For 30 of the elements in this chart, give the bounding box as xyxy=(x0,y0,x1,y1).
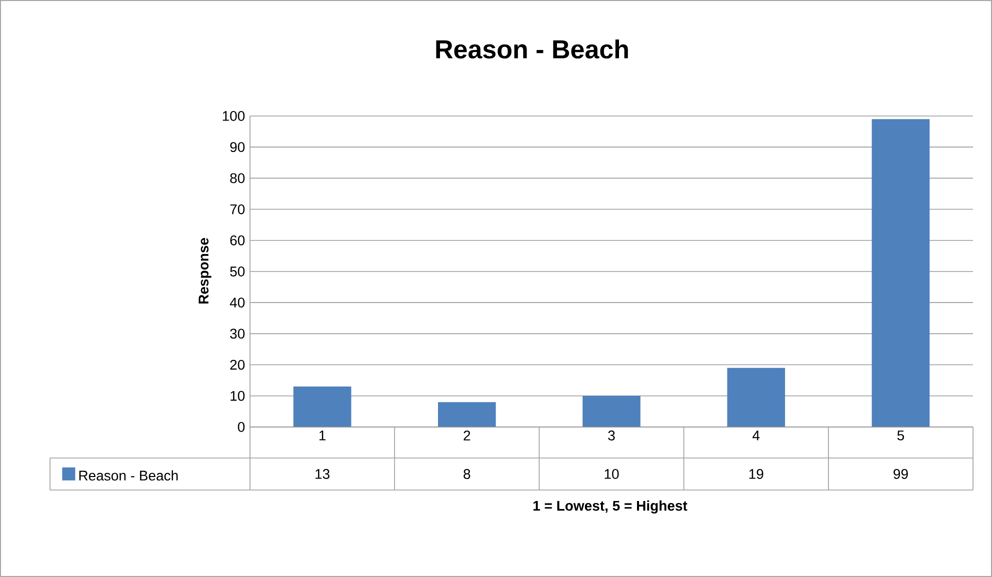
x-tick-label: 5 xyxy=(897,430,904,440)
y-tick-label: 40 xyxy=(230,298,245,308)
y-tick-label: 60 xyxy=(230,235,245,246)
bar xyxy=(438,402,496,427)
x-axis-title: 1 = Lowest, 5 = Highest xyxy=(533,500,688,514)
y-tick-label: 0 xyxy=(238,422,245,432)
y-tick-label: 30 xyxy=(230,328,245,339)
x-tick-label: 2 xyxy=(464,430,470,440)
chart-title: Reason - Beach xyxy=(436,39,628,59)
data-label: 10 xyxy=(604,469,619,479)
legend-label: Reason - Beach xyxy=(79,470,178,481)
x-tick-label: 4 xyxy=(752,430,760,440)
data-label: 19 xyxy=(749,469,764,479)
y-tick-label: 70 xyxy=(230,204,245,214)
bar xyxy=(727,368,786,427)
bar xyxy=(293,386,352,427)
y-axis-title: Response xyxy=(198,238,212,304)
y-tick-label: 80 xyxy=(230,173,245,184)
y-tick-label: 90 xyxy=(230,142,245,152)
x-tick-label: 1 xyxy=(319,430,326,440)
bar xyxy=(872,119,930,427)
data-label: 13 xyxy=(316,469,330,479)
data-label: 99 xyxy=(894,469,908,479)
x-tick-label: 3 xyxy=(608,430,615,440)
data-label: 8 xyxy=(464,469,470,479)
y-tick-label: 20 xyxy=(230,360,245,370)
y-tick-label: 10 xyxy=(230,390,245,401)
y-tick-label: 50 xyxy=(230,266,245,276)
bar xyxy=(582,396,640,427)
y-tick-label: 100 xyxy=(222,111,245,121)
